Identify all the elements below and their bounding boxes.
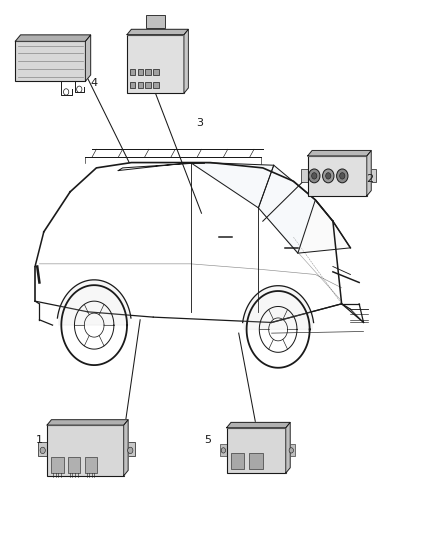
Bar	[47, 425, 124, 475]
Polygon shape	[258, 165, 315, 253]
Circle shape	[308, 169, 320, 183]
Bar	[301, 169, 307, 182]
Text: 1: 1	[36, 435, 43, 445]
Circle shape	[40, 447, 46, 454]
Polygon shape	[127, 29, 188, 35]
Polygon shape	[227, 422, 290, 427]
Bar	[227, 427, 286, 473]
Bar	[145, 82, 151, 88]
Circle shape	[340, 173, 345, 179]
Text: 3: 3	[196, 118, 203, 127]
Bar	[250, 453, 263, 469]
Bar	[153, 82, 159, 88]
Bar	[130, 82, 135, 88]
Bar	[220, 444, 226, 456]
Bar	[153, 69, 159, 75]
Circle shape	[289, 448, 293, 453]
Bar	[15, 42, 85, 81]
Text: 4: 4	[91, 78, 98, 87]
Circle shape	[336, 169, 348, 183]
Polygon shape	[15, 35, 91, 42]
Polygon shape	[124, 420, 128, 475]
Bar	[145, 15, 165, 28]
Bar	[127, 35, 184, 93]
Polygon shape	[191, 163, 274, 208]
Polygon shape	[307, 150, 371, 156]
Bar	[39, 442, 47, 456]
Bar	[231, 453, 244, 469]
Text: 2: 2	[367, 174, 374, 183]
Bar	[307, 156, 367, 196]
Polygon shape	[85, 35, 91, 81]
Circle shape	[128, 447, 133, 454]
Polygon shape	[286, 422, 290, 473]
Bar	[145, 69, 151, 75]
Polygon shape	[47, 420, 128, 425]
Bar	[138, 82, 143, 88]
Polygon shape	[298, 200, 350, 253]
Bar	[288, 444, 294, 456]
Bar	[85, 457, 97, 473]
Bar	[369, 169, 375, 182]
Polygon shape	[59, 280, 130, 325]
Circle shape	[322, 169, 334, 183]
Polygon shape	[184, 29, 188, 93]
Circle shape	[311, 173, 317, 179]
Bar	[68, 457, 80, 473]
Text: 5: 5	[205, 435, 212, 445]
Bar	[52, 457, 64, 473]
Polygon shape	[367, 150, 371, 196]
Circle shape	[326, 173, 331, 179]
Bar	[130, 69, 135, 75]
Bar	[126, 442, 135, 456]
Polygon shape	[244, 286, 312, 329]
Circle shape	[221, 448, 226, 453]
Bar	[138, 69, 143, 75]
